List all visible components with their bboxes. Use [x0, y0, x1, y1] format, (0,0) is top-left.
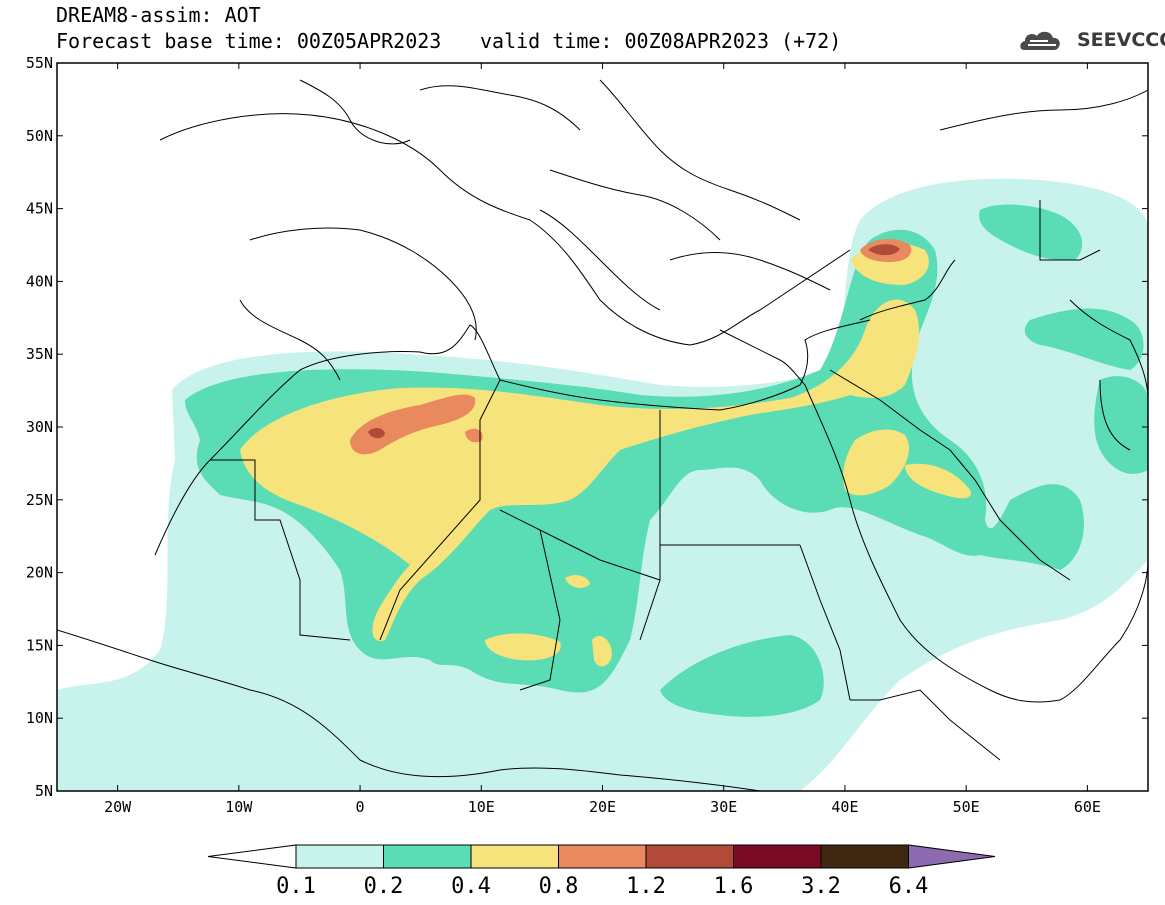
- lon-tick-label: 10E: [468, 798, 495, 816]
- lon-tick-label: 50E: [953, 798, 980, 816]
- legend-under-triangle: [207, 844, 297, 869]
- lat-tick-label: 45N: [26, 200, 53, 218]
- lat-tick-label: 40N: [26, 272, 53, 290]
- lon-tick-label: 20E: [589, 798, 616, 816]
- legend-color-box: [820, 844, 909, 869]
- valid-time: valid time: 00Z08APR2023 (+72): [480, 29, 842, 53]
- forecast-base-time: Forecast base time: 00Z05APR2023: [56, 29, 442, 53]
- legend-label: 0.4: [451, 874, 491, 899]
- lat-tick-label: 10N: [26, 709, 53, 727]
- lon-tick-label: 0: [356, 798, 365, 816]
- lat-tick-label: 25N: [26, 491, 53, 509]
- boundaries: [57, 79, 1148, 791]
- legend-label: 3.2: [801, 874, 841, 899]
- lat-tick-label: 50N: [26, 127, 53, 145]
- legend-label: 6.4: [889, 874, 929, 899]
- legend-label: 1.6: [714, 874, 754, 899]
- aot-field-1.2: [368, 244, 900, 439]
- longitude-ticks: 20W 10W 0 10E 20E 30E 40E 50E 60E: [104, 63, 1101, 816]
- legend-label: 1.2: [626, 874, 666, 899]
- legend-label: 0.1: [276, 874, 316, 899]
- map-title: DREAM8-assim: AOT: [56, 3, 261, 27]
- legend-color-box: [470, 844, 559, 869]
- latitude-ticks: 55N 50N 45N 40N 35N 30N 25N 20N 15N 10N 5N: [26, 54, 1148, 800]
- logo-text: SEEVCCC: [1077, 29, 1165, 51]
- legend-color-box: [558, 844, 647, 869]
- lon-tick-label: 60E: [1074, 798, 1101, 816]
- cloud-icon: [1020, 31, 1060, 50]
- lat-tick-label: 5N: [35, 782, 53, 800]
- lat-tick-label: 20N: [26, 564, 53, 582]
- legend-over-triangle: [908, 844, 996, 869]
- lon-tick-label: 10W: [225, 798, 253, 816]
- lat-tick-label: 15N: [26, 636, 53, 654]
- legend-label: 0.2: [364, 874, 404, 899]
- lat-tick-label: 30N: [26, 418, 53, 436]
- legend-color-box: [733, 844, 822, 869]
- lat-tick-label: 35N: [26, 345, 53, 363]
- legend-color-box: [645, 844, 734, 869]
- lon-tick-label: 20W: [104, 798, 132, 816]
- lon-tick-label: 30E: [710, 798, 737, 816]
- lat-tick-label: 55N: [26, 54, 53, 72]
- lon-tick-label: 40E: [831, 798, 858, 816]
- legend-label: 0.8: [539, 874, 579, 899]
- legend-color-box: [295, 844, 384, 869]
- legend-color-box: [383, 844, 472, 869]
